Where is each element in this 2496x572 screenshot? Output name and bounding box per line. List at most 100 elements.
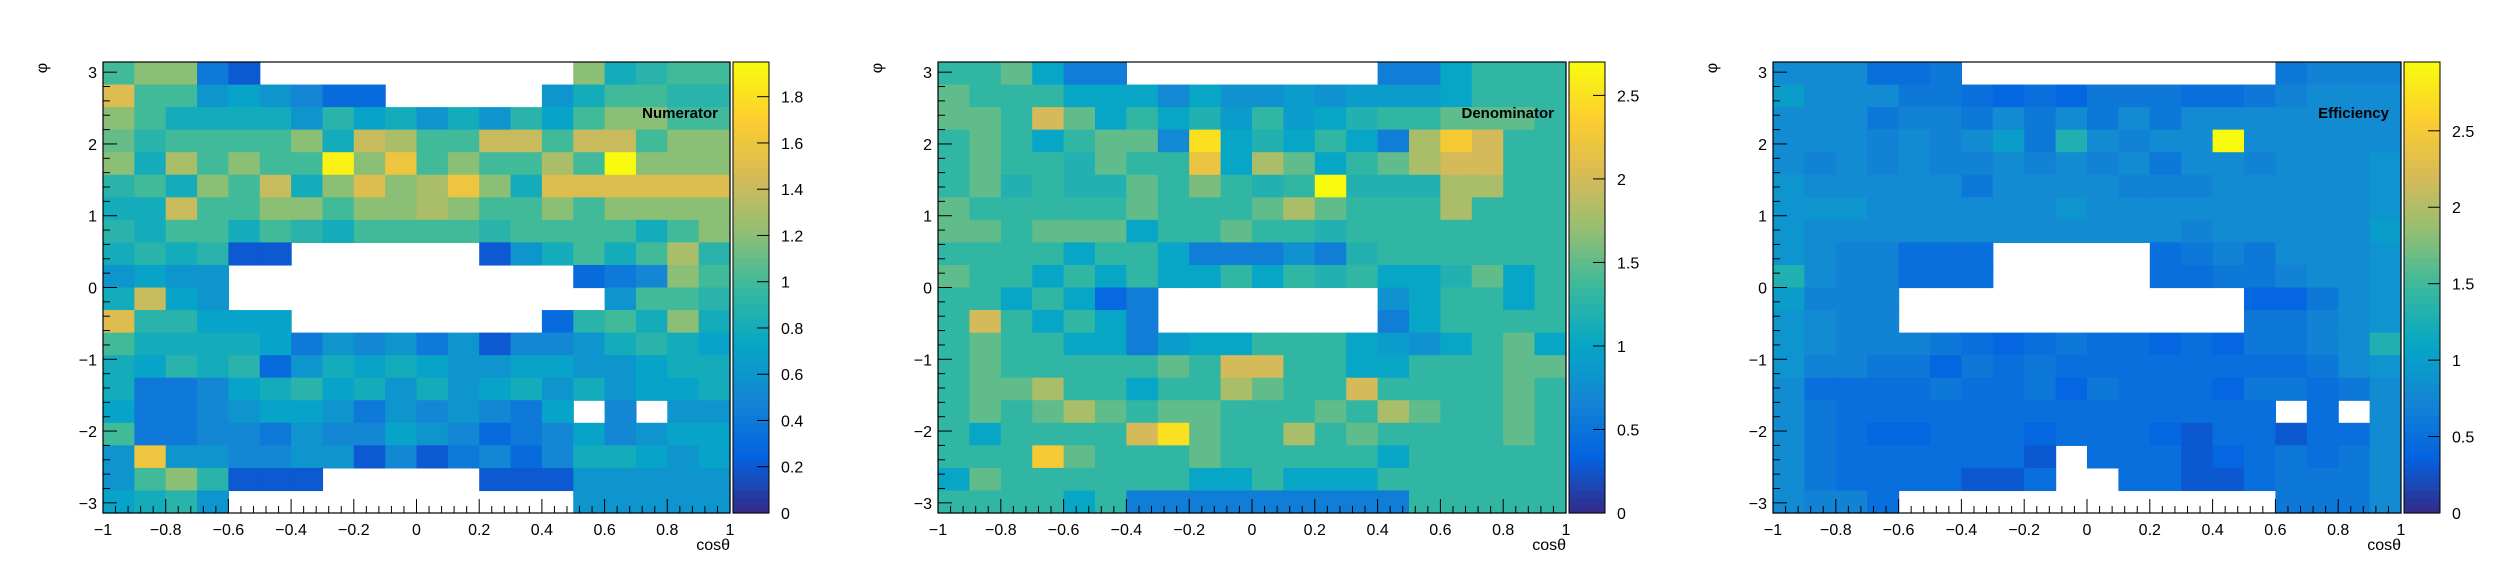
y-tick-label: −2 bbox=[1749, 424, 1767, 441]
colorbar-segment bbox=[733, 272, 769, 281]
heatmap-cell bbox=[1063, 332, 1096, 356]
heatmap-cell bbox=[1898, 332, 1931, 356]
heatmap-cell bbox=[635, 129, 668, 153]
heatmap-cell bbox=[1409, 355, 1441, 379]
heatmap-cell bbox=[667, 62, 700, 86]
colorbar-frame bbox=[732, 61, 770, 514]
heatmap-cell bbox=[134, 107, 167, 131]
colorbar-segment bbox=[2404, 62, 2440, 71]
heatmap-cell bbox=[1095, 377, 1127, 401]
colorbar-segment bbox=[1569, 302, 1605, 311]
heatmap-cell bbox=[1773, 355, 1805, 379]
heatmap-cell bbox=[1252, 174, 1284, 198]
colorbar-segment bbox=[2404, 377, 2440, 386]
heatmap-cell bbox=[1961, 152, 1994, 176]
heatmap-cell bbox=[1534, 467, 1567, 492]
colorbar-segment bbox=[733, 152, 769, 161]
heatmap-cell bbox=[667, 129, 700, 153]
heatmap-cell bbox=[385, 400, 418, 424]
heatmap-cell bbox=[103, 107, 135, 131]
heatmap-cell bbox=[1804, 422, 1837, 446]
heatmap-cell bbox=[103, 84, 135, 108]
heatmap-cell bbox=[2369, 490, 2402, 514]
x-tick-label: −0.8 bbox=[150, 522, 182, 539]
heatmap-cell bbox=[134, 310, 167, 334]
y-tick-label: 3 bbox=[923, 65, 932, 82]
heatmap-cell bbox=[541, 107, 574, 131]
heatmap-cell bbox=[1377, 152, 1410, 176]
heatmap-cell bbox=[1346, 422, 1379, 446]
colorbar-segment bbox=[2404, 189, 2440, 198]
x-tick-label: 0.8 bbox=[2327, 522, 2349, 539]
colorbar-tick-label: 0 bbox=[781, 506, 790, 523]
heatmap-cell bbox=[2275, 197, 2308, 221]
colorbar-segment bbox=[2404, 77, 2440, 86]
heatmap-cell bbox=[2118, 84, 2151, 108]
heatmap-cell bbox=[604, 377, 637, 401]
heatmap-cell bbox=[938, 84, 970, 108]
heatmap-cell bbox=[1867, 174, 1900, 198]
colorbar-segment bbox=[2404, 242, 2440, 251]
colorbar-segment bbox=[2404, 92, 2440, 101]
heatmap-cell bbox=[1346, 400, 1379, 424]
colorbar-segment bbox=[733, 264, 769, 274]
heatmap-cell bbox=[197, 107, 229, 131]
heatmap-cell bbox=[969, 219, 1002, 243]
heatmap-cell bbox=[2181, 355, 2214, 379]
heatmap-cell bbox=[2118, 377, 2151, 401]
heatmap-cell bbox=[1189, 264, 1222, 289]
heatmap-cell bbox=[447, 445, 480, 469]
heatmap-cell bbox=[1032, 84, 1065, 108]
heatmap-cell bbox=[1220, 242, 1253, 266]
heatmap-cell bbox=[1314, 84, 1347, 108]
heatmap-cell bbox=[447, 400, 480, 424]
heatmap-cell bbox=[1503, 174, 1536, 198]
heatmap-cell bbox=[165, 310, 198, 334]
colorbar-segment bbox=[733, 242, 769, 251]
heatmap-cell bbox=[1157, 377, 1190, 401]
colorbar-segment bbox=[1569, 174, 1605, 183]
heatmap-cell bbox=[103, 197, 135, 221]
x-tick-label: −1 bbox=[94, 522, 112, 539]
heatmap-cell bbox=[1804, 129, 1837, 153]
heatmap-cell bbox=[541, 332, 574, 356]
heatmap-cell bbox=[385, 377, 418, 401]
heatmap-cell bbox=[1283, 490, 1316, 514]
heatmap-cell bbox=[1000, 377, 1033, 401]
heatmap-cell bbox=[134, 422, 167, 446]
heatmap-cell bbox=[2118, 152, 2151, 176]
colorbar-segment bbox=[1569, 505, 1605, 514]
heatmap-cell bbox=[2024, 467, 2057, 492]
heatmap-cell bbox=[1063, 174, 1096, 198]
heatmap-cell bbox=[228, 174, 261, 198]
heatmap-cell bbox=[134, 264, 167, 289]
heatmap-cell bbox=[1471, 152, 1504, 176]
heatmap-cell bbox=[1377, 264, 1410, 289]
colorbar-segment bbox=[1569, 467, 1605, 477]
y-tick-label: −3 bbox=[914, 496, 932, 513]
heatmap-cell bbox=[1000, 242, 1033, 266]
heatmap-cell bbox=[635, 422, 668, 446]
colorbar-segment bbox=[1569, 167, 1605, 176]
heatmap-cell bbox=[2212, 129, 2245, 153]
heatmap-cell bbox=[1126, 197, 1159, 221]
heatmap-cell bbox=[1377, 377, 1410, 401]
heatmap-cell bbox=[510, 242, 543, 266]
heatmap-cell bbox=[2338, 264, 2371, 289]
heatmap-cell bbox=[291, 197, 324, 221]
heatmap-cell bbox=[2338, 174, 2371, 198]
heatmap-cell bbox=[2275, 219, 2308, 243]
heatmap-cell bbox=[1440, 490, 1473, 514]
heatmap-cell bbox=[1835, 332, 1868, 356]
colorbar-segment bbox=[1569, 452, 1605, 461]
colorbar-segment bbox=[2404, 84, 2440, 93]
colorbar-segment bbox=[1569, 272, 1605, 281]
heatmap-cell bbox=[635, 377, 668, 401]
heatmap-cell bbox=[416, 174, 449, 198]
heatmap-cell bbox=[2306, 152, 2339, 176]
colorbar-segment bbox=[2404, 430, 2440, 439]
colorbar-segment bbox=[733, 430, 769, 439]
heatmap-cell bbox=[667, 152, 700, 176]
heatmap-cell bbox=[353, 400, 386, 424]
heatmap-cell bbox=[604, 332, 637, 356]
